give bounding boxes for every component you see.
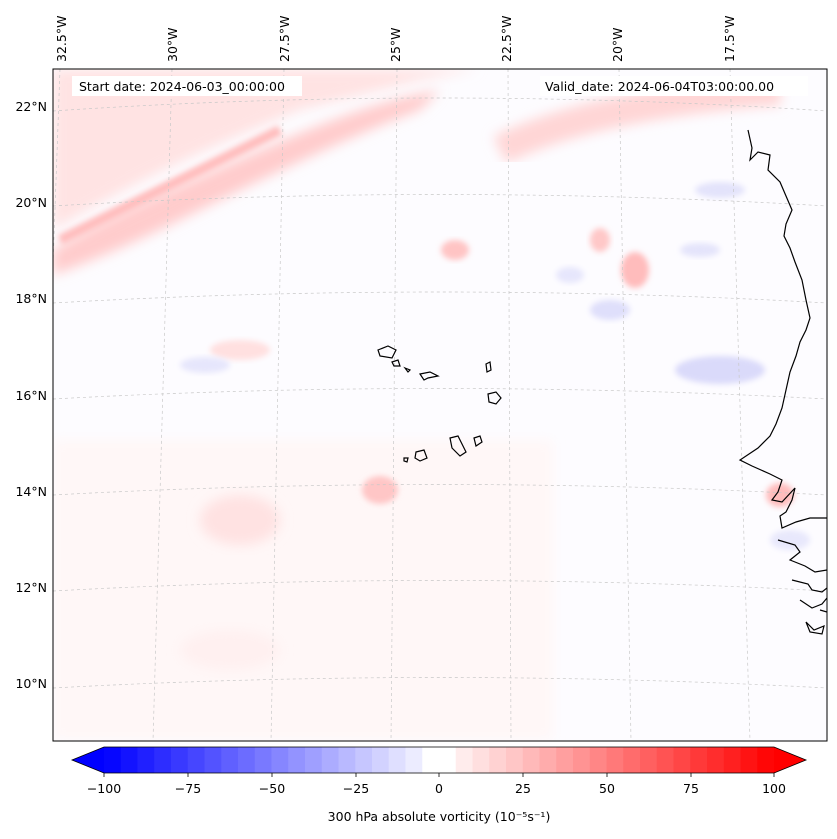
- colorbar-segment: [171, 747, 189, 773]
- colorbar-segment: [556, 747, 574, 773]
- colorbar-segment: [154, 747, 172, 773]
- colorbar-segment: [305, 747, 323, 773]
- colorbar-tick-label: 50: [599, 781, 615, 796]
- colorbar-tick-label: 0: [435, 781, 443, 796]
- colorbar: −100 −75 −50 −25 0 25 50 75 100 300 hPa …: [70, 746, 808, 824]
- lat-label: 16°N: [15, 388, 47, 403]
- colorbar-segment: [422, 747, 440, 773]
- colorbar-segment: [137, 747, 155, 773]
- colorbar-segment: [388, 747, 407, 773]
- santa-luzia-island: [403, 366, 412, 373]
- colorbar-segment: [723, 747, 742, 773]
- lat-label: 14°N: [15, 484, 47, 499]
- coastlines: [738, 129, 827, 635]
- colorbar-segment: [271, 747, 289, 773]
- map-panel: Start date: 2024-06-03_00:00:00 Valid_da…: [52, 68, 828, 742]
- vorticity-field: [53, 69, 827, 741]
- lon-label: 22.5°W: [499, 16, 514, 62]
- colorbar-segment: [757, 747, 775, 773]
- lat-label: 10°N: [15, 676, 47, 691]
- lon-label: 25°W: [388, 27, 403, 62]
- valid-date-box: [540, 76, 808, 96]
- colorbar-segment: [573, 747, 591, 773]
- lat-label: 12°N: [15, 580, 47, 595]
- colorbar-tick-label: −100: [87, 781, 121, 796]
- colorbar-segment: [238, 747, 256, 773]
- colorbar-tick-label: 75: [683, 781, 699, 796]
- lat-label: 20°N: [15, 195, 47, 210]
- colorbar-ticks: [103, 773, 775, 777]
- colorbar-segment: [740, 747, 758, 773]
- lon-label: 30°W: [165, 27, 180, 62]
- valid-date-label: Valid_date: 2024-06-04T03:00:00.00: [545, 79, 774, 94]
- lon-label: 27.5°W: [277, 16, 292, 62]
- colorbar-segment: [539, 747, 557, 773]
- colorbar-segment: [623, 747, 641, 773]
- colorbar-segment: [338, 747, 356, 773]
- maio-island: [473, 435, 483, 447]
- cape-verde-islands: [377, 345, 502, 463]
- latitude-labels: 22°N 20°N 18°N 16°N 14°N 12°N 10°N: [15, 99, 47, 691]
- longitude-labels: 32.5°W 30°W 27.5°W 25°W 22.5°W 20°W 17.5…: [54, 16, 737, 62]
- colorbar-segment: [204, 747, 222, 773]
- colorbar-segment: [522, 747, 541, 773]
- sal-island: [485, 361, 492, 373]
- map-frame: [52, 68, 828, 742]
- colorbar-segment: [321, 747, 340, 773]
- colorbar-segment: [489, 747, 507, 773]
- fogo-island: [414, 449, 428, 462]
- boa-vista-island: [487, 391, 502, 405]
- colorbar-tick-label: −25: [343, 781, 369, 796]
- colorbar-segment: [439, 747, 457, 773]
- colorbar-tick-label: −75: [175, 781, 201, 796]
- lat-label: 22°N: [15, 99, 47, 114]
- lon-label: 32.5°W: [54, 16, 69, 62]
- colorbar-segment: [372, 747, 390, 773]
- colorbar-segment: [104, 747, 122, 773]
- santo-antao-island: [377, 345, 397, 359]
- colorbar-segment: [405, 747, 423, 773]
- colorbar-segment: [355, 747, 373, 773]
- colorbar-segment: [187, 747, 206, 773]
- colorbar-segment: [120, 747, 139, 773]
- colorbar-min-extension: [72, 747, 104, 773]
- start-date-label: Start date: 2024-06-03_00:00:00: [79, 79, 285, 94]
- colorbar-segment: [640, 747, 658, 773]
- colorbar-max-extension: [774, 747, 806, 773]
- colorbar-tick-label: 100: [762, 781, 786, 796]
- brava-island: [403, 457, 409, 463]
- start-date-box: [72, 76, 302, 96]
- colorbar-segments: [72, 747, 806, 773]
- colorbar-segment: [673, 747, 691, 773]
- sao-vicente-island: [391, 359, 401, 367]
- colorbar-segment: [589, 747, 608, 773]
- lon-label: 17.5°W: [722, 16, 737, 62]
- colorbar-segment: [254, 747, 273, 773]
- lon-label: 20°W: [610, 27, 625, 62]
- sao-nicolau-island: [419, 371, 440, 381]
- colorbar-tick-label: 25: [515, 781, 531, 796]
- colorbar-label: 300 hPa absolute vorticity (10⁻⁵s⁻¹): [328, 809, 551, 824]
- colorbar-segment: [656, 747, 675, 773]
- colorbar-segment: [221, 747, 239, 773]
- colorbar-tick-label: −50: [259, 781, 285, 796]
- santiago-island: [449, 435, 467, 457]
- colorbar-segment: [506, 747, 524, 773]
- graticule: [53, 69, 827, 741]
- colorbar-segment: [472, 747, 490, 773]
- colorbar-segment: [606, 747, 624, 773]
- colorbar-segment: [707, 747, 725, 773]
- colorbar-segment: [455, 747, 474, 773]
- lat-label: 18°N: [15, 291, 47, 306]
- africa-coastline: [738, 129, 827, 529]
- colorbar-segment: [690, 747, 708, 773]
- colorbar-segment: [288, 747, 306, 773]
- colorbar-tick-labels: −100 −75 −50 −25 0 25 50 75 100: [87, 781, 786, 796]
